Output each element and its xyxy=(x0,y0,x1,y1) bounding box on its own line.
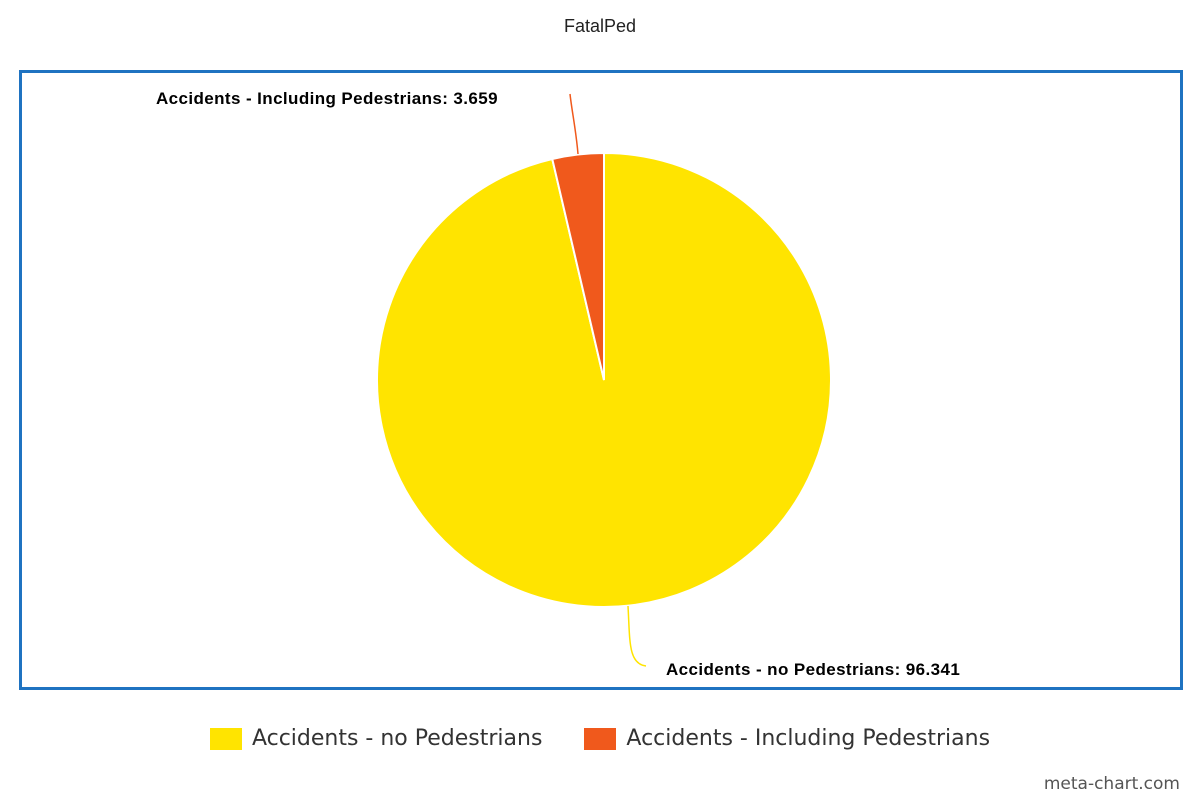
slice-label-no-pedestrians: Accidents - no Pedestrians: 96.341 xyxy=(666,660,960,679)
label-leader-lines xyxy=(569,93,647,667)
legend: Accidents - no Pedestrians Accidents - I… xyxy=(0,726,1200,751)
pie-slices xyxy=(376,151,832,608)
legend-item-including-pedestrians[interactable]: Accidents - Including Pedestrians xyxy=(584,726,990,751)
legend-label-including-pedestrians: Accidents - Including Pedestrians xyxy=(626,726,991,751)
pie-slice-including-pedestrians[interactable] xyxy=(551,151,605,381)
credit-link[interactable]: meta-chart.com xyxy=(1043,774,1180,794)
legend-swatch-no-pedestrians xyxy=(209,727,242,750)
slice-label-including-pedestrians: Accidents - Including Pedestrians: 3.659 xyxy=(156,89,498,108)
legend-label-no-pedestrians: Accidents - no Pedestrians xyxy=(251,726,543,751)
leader-line-no-pedestrians xyxy=(627,605,647,667)
legend-item-no-pedestrians[interactable]: Accidents - no Pedestrians xyxy=(209,726,543,751)
chart-title: FatalPed xyxy=(563,16,637,36)
leader-line-including-pedestrians xyxy=(569,93,579,155)
legend-swatch-including-pedestrians xyxy=(584,727,617,750)
slice-labels: Accidents - no Pedestrians: 96.341 Accid… xyxy=(156,89,960,679)
plot-frame xyxy=(19,70,1183,690)
